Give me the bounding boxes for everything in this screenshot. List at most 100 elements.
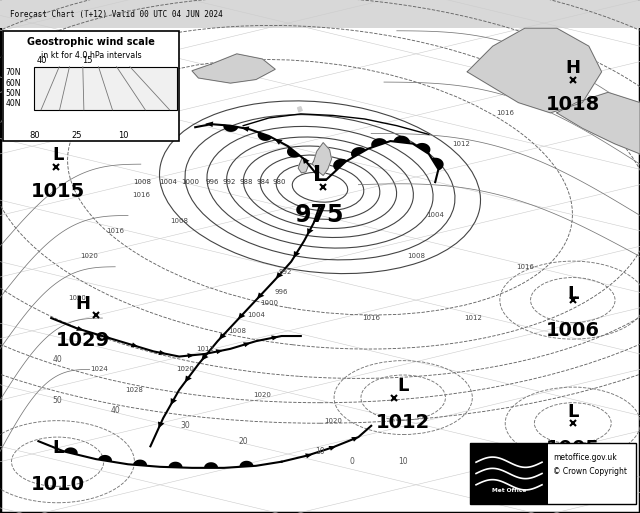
Bar: [3, 31, 179, 141]
Text: 1016: 1016: [497, 110, 515, 116]
Polygon shape: [64, 447, 77, 455]
Polygon shape: [202, 354, 209, 361]
Text: in kt for 4.0 hPa intervals: in kt for 4.0 hPa intervals: [41, 51, 141, 61]
Polygon shape: [557, 92, 640, 154]
Polygon shape: [275, 139, 283, 145]
Polygon shape: [131, 343, 138, 347]
Text: 1012: 1012: [196, 346, 214, 352]
Polygon shape: [238, 313, 245, 319]
Polygon shape: [431, 157, 444, 170]
Text: 40N: 40N: [6, 99, 21, 108]
Text: 992: 992: [223, 179, 236, 185]
Text: 1012: 1012: [465, 315, 483, 321]
Text: 40: 40: [36, 55, 47, 65]
Text: 1012: 1012: [452, 141, 470, 147]
Text: 1016: 1016: [106, 228, 124, 234]
Polygon shape: [98, 455, 112, 462]
Text: metoffice.gov.uk
© Crown Copyright: metoffice.gov.uk © Crown Copyright: [554, 453, 627, 476]
Text: 996: 996: [275, 289, 289, 295]
Text: 1004: 1004: [426, 212, 444, 219]
Polygon shape: [351, 147, 366, 157]
Text: 1016: 1016: [516, 264, 534, 270]
Text: L: L: [567, 403, 579, 421]
Polygon shape: [205, 122, 213, 127]
Text: 1024: 1024: [90, 366, 108, 372]
Polygon shape: [223, 124, 239, 132]
Text: 1016: 1016: [132, 192, 150, 198]
Polygon shape: [168, 462, 182, 467]
Polygon shape: [415, 143, 431, 154]
Text: 1000: 1000: [260, 300, 278, 306]
Text: 1000: 1000: [182, 179, 200, 185]
Bar: [0, 0, 640, 28]
Polygon shape: [271, 336, 279, 341]
Text: L: L: [397, 377, 409, 395]
Text: 10: 10: [118, 131, 128, 140]
Text: 1008: 1008: [170, 218, 188, 224]
Text: 1012: 1012: [376, 413, 430, 432]
Polygon shape: [258, 132, 273, 141]
Text: 980: 980: [272, 179, 285, 185]
Text: 80: 80: [29, 131, 40, 140]
Text: 1008: 1008: [407, 253, 425, 260]
Polygon shape: [219, 333, 227, 340]
Text: 1020: 1020: [253, 392, 271, 398]
Text: 1028: 1028: [125, 387, 143, 393]
Polygon shape: [351, 437, 359, 442]
Polygon shape: [307, 228, 314, 235]
Bar: [470, 443, 636, 504]
Polygon shape: [185, 376, 192, 382]
Text: 1008: 1008: [134, 179, 152, 185]
Text: 975: 975: [295, 203, 345, 227]
Bar: [470, 443, 548, 504]
Text: 20: 20: [238, 437, 248, 446]
Polygon shape: [467, 28, 602, 113]
Text: 0: 0: [349, 457, 355, 466]
Text: 1020: 1020: [68, 294, 86, 301]
Polygon shape: [58, 33, 166, 113]
Polygon shape: [76, 326, 84, 331]
Polygon shape: [192, 54, 275, 83]
Polygon shape: [171, 398, 177, 405]
Text: Forecast Chart (T+12) Valid 00 UTC 04 JUN 2024: Forecast Chart (T+12) Valid 00 UTC 04 JU…: [10, 10, 222, 19]
Text: L: L: [52, 439, 63, 457]
Text: 60N: 60N: [6, 78, 21, 88]
Polygon shape: [312, 143, 332, 175]
Polygon shape: [204, 462, 218, 468]
Text: 1018: 1018: [546, 95, 600, 114]
Text: 50N: 50N: [6, 89, 21, 98]
Polygon shape: [257, 292, 264, 299]
Text: 15: 15: [83, 55, 93, 65]
Text: 1008: 1008: [228, 328, 246, 334]
Text: 25: 25: [72, 131, 83, 140]
Polygon shape: [394, 136, 410, 143]
Text: 40: 40: [110, 406, 120, 415]
Polygon shape: [243, 342, 251, 347]
Text: 40: 40: [52, 354, 63, 364]
Polygon shape: [239, 461, 253, 467]
Polygon shape: [158, 422, 164, 428]
Polygon shape: [305, 453, 313, 458]
Polygon shape: [287, 147, 300, 157]
Polygon shape: [333, 159, 347, 170]
Polygon shape: [371, 138, 387, 147]
Text: 1015: 1015: [31, 182, 84, 201]
Text: 50: 50: [52, 396, 63, 405]
Text: 10: 10: [398, 457, 408, 466]
Text: 996: 996: [206, 179, 220, 185]
Text: 988: 988: [240, 179, 253, 185]
Text: L: L: [52, 146, 63, 164]
Text: 10: 10: [315, 447, 325, 456]
Text: 1016: 1016: [362, 315, 380, 321]
Text: 70N: 70N: [6, 68, 21, 77]
Text: L: L: [313, 165, 327, 185]
Text: 1020: 1020: [81, 253, 99, 260]
Bar: [34, 67, 177, 110]
Polygon shape: [298, 107, 302, 112]
Text: 984: 984: [256, 179, 269, 185]
Text: 1005: 1005: [546, 439, 600, 458]
Text: 1020: 1020: [177, 366, 195, 372]
Polygon shape: [294, 251, 300, 258]
Text: 1004: 1004: [247, 312, 265, 319]
Text: Met Office: Met Office: [492, 488, 526, 493]
